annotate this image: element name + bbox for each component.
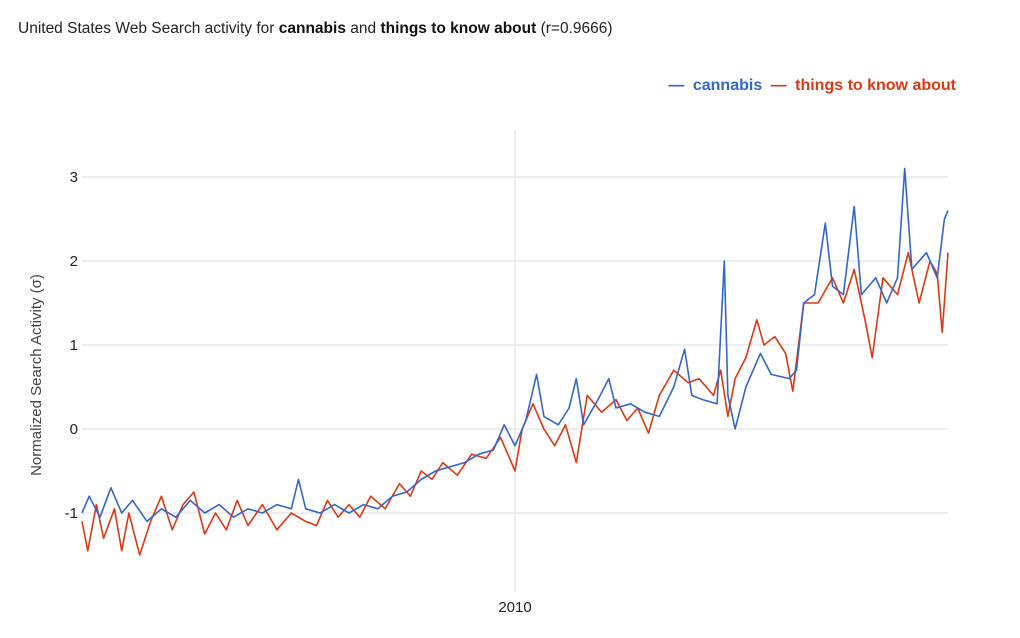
y-tick-label: 2: [70, 253, 78, 270]
legend: — cannabis — things to know about: [664, 77, 956, 95]
legend-label-things: things to know about: [795, 77, 956, 94]
legend-item-things[interactable]: — things to know about: [770, 77, 956, 94]
y-axis-label: Normalized Search Activity (σ): [28, 274, 45, 476]
y-tick-label: 0: [70, 421, 78, 438]
title-suffix: (r=0.9666): [536, 20, 613, 37]
legend-label-cannabis: cannabis: [692, 77, 763, 94]
title-term1: cannabis: [278, 20, 346, 37]
title-prefix: United States Web Search activity for: [18, 20, 279, 37]
series-line-cannabis: [81, 167, 949, 523]
y-tick-label: -1: [65, 505, 78, 522]
y-tick-label: 3: [70, 169, 78, 186]
legend-item-cannabis[interactable]: — cannabis: [668, 77, 763, 94]
x-tick-label: 2010: [498, 599, 531, 616]
title-mid: and: [345, 20, 381, 37]
title-term2: things to know about: [380, 20, 537, 37]
chart-title: United States Web Search activity for ca…: [18, 20, 613, 38]
y-tick-label: 1: [70, 337, 78, 354]
